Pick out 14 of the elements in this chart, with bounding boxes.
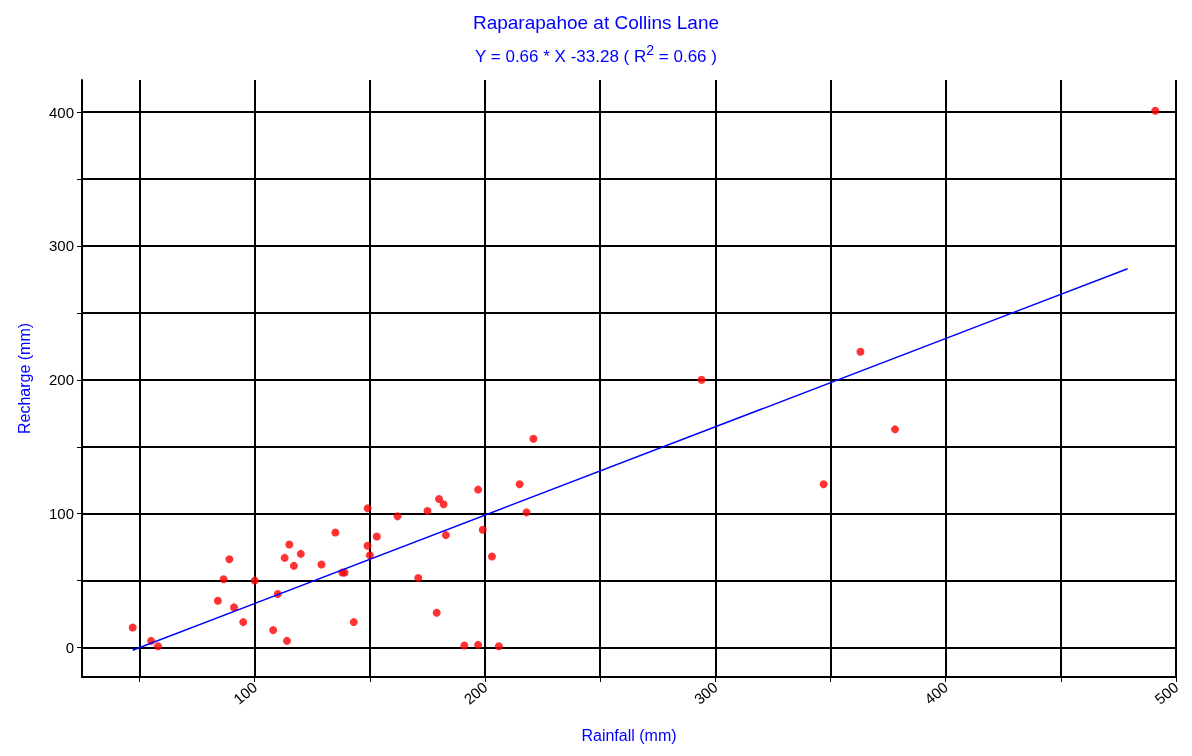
y-axis-title: Recharge (mm) <box>15 322 33 435</box>
y-tick-label: 300 <box>48 237 74 255</box>
x-tick-label: 500 <box>1151 678 1182 708</box>
chart-title: Raparapahoe at Collins Lane <box>471 12 721 34</box>
y-tick-label: 200 <box>48 371 74 389</box>
y-tick-label: 400 <box>48 103 74 121</box>
x-tick-label: 200 <box>460 678 491 708</box>
x-tick-label: 300 <box>690 678 721 708</box>
y-tick-label: 0 <box>65 639 74 657</box>
chart-subtitle: Y = 0.66 * X -33.28 ( R$^{2}$ = 0.66 ) <box>474 42 718 67</box>
y-tick-label: 100 <box>48 505 74 523</box>
x-axis-title: Rainfall (mm) <box>581 726 677 744</box>
x-tick-label: 400 <box>921 678 952 708</box>
x-tick-label: 100 <box>230 678 261 708</box>
